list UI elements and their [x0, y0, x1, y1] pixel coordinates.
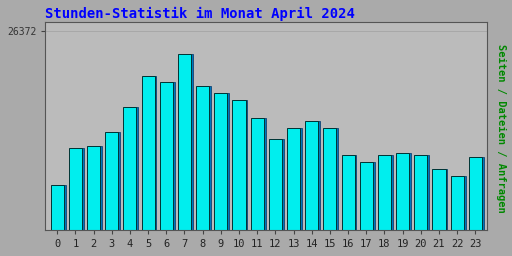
Bar — [378, 155, 391, 230]
Bar — [51, 185, 63, 230]
Bar — [451, 176, 464, 230]
Bar — [143, 77, 157, 230]
Bar — [361, 162, 375, 230]
Bar — [87, 146, 100, 230]
Bar — [160, 82, 173, 230]
Bar — [141, 77, 155, 230]
Bar — [250, 118, 264, 230]
Bar — [433, 169, 445, 230]
Bar — [105, 132, 118, 230]
Bar — [325, 128, 338, 230]
Bar — [414, 155, 428, 230]
Bar — [178, 54, 191, 230]
Bar — [344, 155, 356, 230]
Bar — [89, 146, 102, 230]
Bar — [469, 157, 482, 230]
Text: Stunden-Statistik im Monat April 2024: Stunden-Statistik im Monat April 2024 — [46, 7, 355, 21]
Bar — [198, 86, 211, 230]
Bar — [125, 107, 138, 230]
Bar — [71, 148, 83, 230]
Bar — [360, 162, 373, 230]
Bar — [52, 185, 66, 230]
Bar — [269, 139, 282, 230]
Bar — [234, 100, 247, 230]
Bar — [107, 132, 120, 230]
Bar — [471, 157, 484, 230]
Bar — [398, 153, 411, 230]
Bar — [252, 118, 266, 230]
Bar — [324, 128, 336, 230]
Bar — [123, 107, 136, 230]
Bar — [214, 93, 227, 230]
Bar — [287, 128, 300, 230]
Bar — [180, 54, 193, 230]
Bar — [307, 121, 320, 230]
Bar — [305, 121, 318, 230]
Bar — [69, 148, 82, 230]
Bar — [196, 86, 209, 230]
Bar — [161, 82, 175, 230]
Bar — [380, 155, 393, 230]
Bar — [289, 128, 302, 230]
Text: Seiten / Dateien / Anfragen: Seiten / Dateien / Anfragen — [496, 44, 506, 212]
Bar — [216, 93, 229, 230]
Bar — [434, 169, 447, 230]
Bar — [416, 155, 429, 230]
Bar — [342, 155, 355, 230]
Bar — [453, 176, 465, 230]
Bar — [271, 139, 284, 230]
Bar — [396, 153, 409, 230]
Bar — [232, 100, 246, 230]
